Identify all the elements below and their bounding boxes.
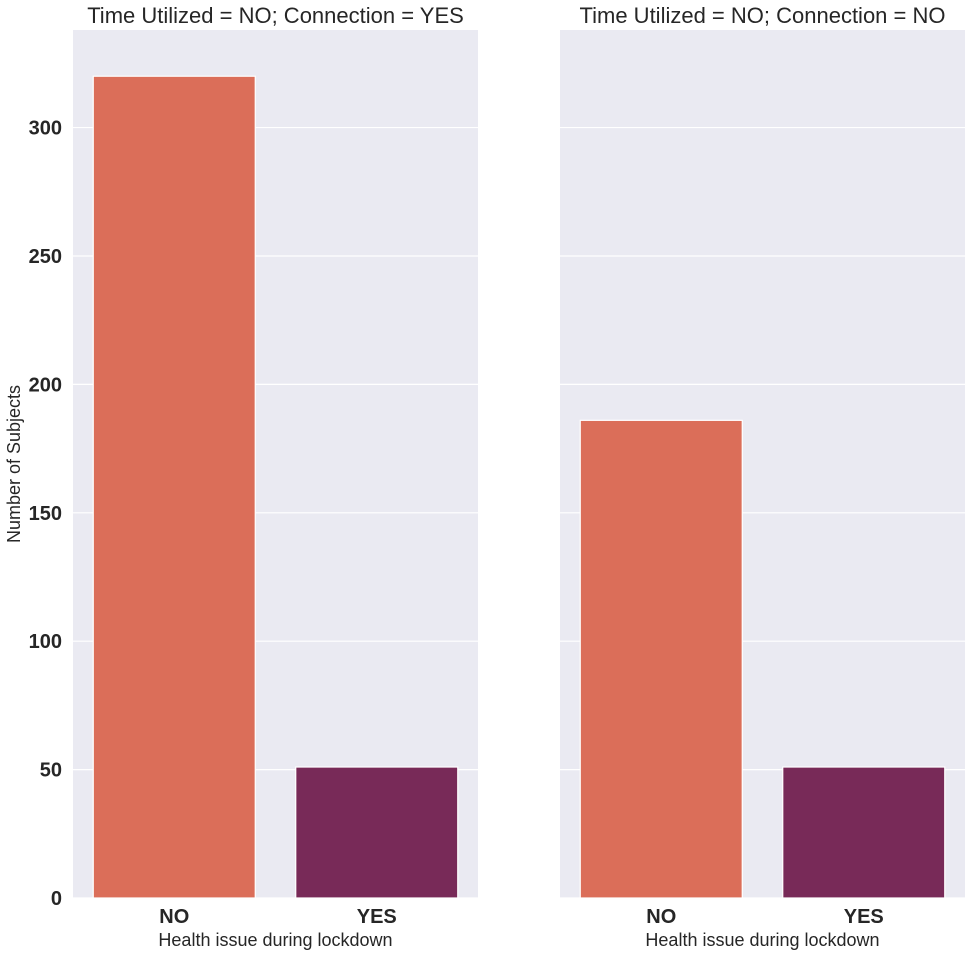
panel-2-bar-yes <box>782 766 946 899</box>
panel-1-title: Time Utilized = NO; Connection = YES <box>87 3 464 28</box>
ytick-label-250: 250 <box>29 246 62 268</box>
ytick-label-50: 50 <box>40 760 62 782</box>
panel-1-xlabel: Health issue during lockdown <box>158 930 392 950</box>
panel-1-bar-yes <box>295 766 459 899</box>
ytick-label-200: 200 <box>29 374 62 396</box>
ytick-label-100: 100 <box>29 631 62 653</box>
ytick-label-0: 0 <box>51 888 62 910</box>
panel-1-bar-no <box>92 75 256 899</box>
ytick-label-150: 150 <box>29 503 62 525</box>
panel-1-xtick-yes: YES <box>357 906 397 928</box>
ytick-label-300: 300 <box>29 118 62 140</box>
panel-2-xtick-no: NO <box>646 906 676 928</box>
ylabel: Number of Subjects <box>4 385 24 543</box>
panel-1-xtick-no: NO <box>159 906 189 928</box>
panel-2-xlabel: Health issue during lockdown <box>645 930 879 950</box>
panel-2-xtick-yes: YES <box>844 906 884 928</box>
panel-2-bar-no <box>579 419 743 899</box>
panel-2-title: Time Utilized = NO; Connection = NO <box>580 3 946 28</box>
